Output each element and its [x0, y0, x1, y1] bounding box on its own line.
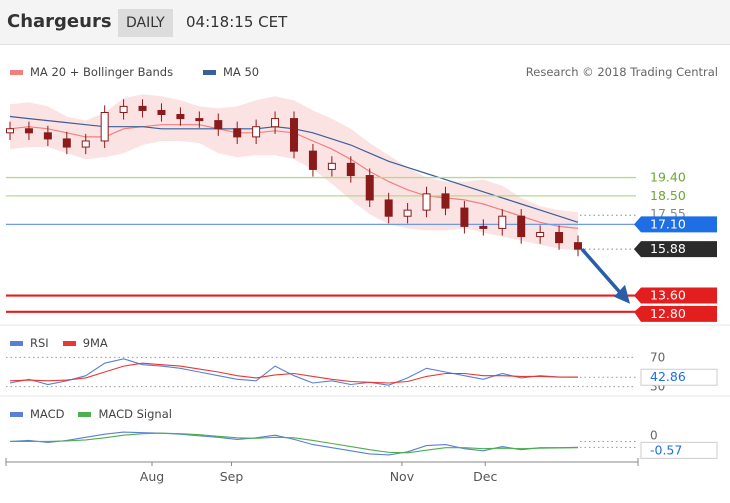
- legend-macd-signal-label: MACD Signal: [98, 407, 172, 421]
- price-candle: [422, 193, 431, 211]
- ma50-swatch: [203, 69, 216, 75]
- bollinger-band-area: [10, 94, 578, 251]
- level-badge-13-60: [634, 287, 717, 304]
- legend-ma20: MA 20 + Bollinger Bands: [10, 65, 173, 79]
- period-selector[interactable]: DAILY: [118, 9, 173, 37]
- macd-last-badge: [640, 441, 718, 459]
- level-badge-17-10: [634, 216, 717, 233]
- rsi-ma-line: [9, 362, 578, 384]
- chart-header: Chargeurs DAILY 04:18:15 CET: [0, 0, 730, 45]
- rsi-last-badge: [640, 368, 718, 386]
- price-candle: [498, 215, 507, 229]
- price-candle: [403, 209, 412, 217]
- price-candle: [81, 140, 90, 148]
- x-tick-label-sep: Sep: [220, 469, 244, 484]
- legend-ma20-label: MA 20 + Bollinger Bands: [30, 65, 174, 79]
- legend-ma50-label: MA 50: [223, 65, 260, 79]
- price-candle: [441, 193, 450, 209]
- instrument-title: Chargeurs: [7, 11, 112, 32]
- macd-last-label: -0.57: [650, 442, 682, 457]
- macd-swatch: [10, 411, 23, 417]
- price-candle: [214, 120, 223, 130]
- rsi-swatch: [10, 340, 23, 346]
- macd-ref-label: 0: [650, 428, 658, 442]
- price-candle: [384, 199, 393, 217]
- rsi-ref-label-70: 70: [650, 350, 665, 364]
- x-tick-label-aug: Aug: [140, 469, 164, 484]
- price-candle: [346, 162, 355, 177]
- legend-rsi-label: RSI: [30, 336, 49, 350]
- price-candle: [365, 175, 374, 201]
- price-candle: [574, 242, 582, 250]
- level-badge-12-80: [634, 305, 717, 322]
- level-label-12-80: 12.80: [650, 306, 686, 321]
- macd-signal-swatch: [78, 411, 92, 417]
- price-candle: [157, 109, 166, 116]
- price-candle: [536, 231, 545, 238]
- price-candle: [176, 114, 185, 120]
- price-candle: [24, 128, 33, 134]
- price-candle: [233, 128, 242, 138]
- price-candle: [252, 126, 261, 138]
- price-candle: [517, 215, 526, 238]
- forecast-arrow-head: [614, 284, 630, 304]
- price-candle: [290, 118, 298, 152]
- legend-rsi-ma-label: 9MA: [82, 336, 108, 350]
- level-label-13-60: 13.60: [650, 288, 686, 303]
- price-candle: [308, 150, 317, 170]
- level-badge-15-88: [634, 241, 717, 258]
- price-candle: [460, 207, 469, 227]
- rsi-ma-swatch: [62, 340, 76, 346]
- rsi-last-label: 42.86: [650, 369, 686, 384]
- level-label-15-88: 15.88: [650, 241, 686, 256]
- price-candle: [6, 128, 14, 134]
- research-credit: Research © 2018 Trading Central: [525, 65, 718, 79]
- price-candle: [195, 118, 204, 122]
- ma20-swatch: [10, 69, 23, 75]
- level-label-19-40: 19.40: [650, 170, 686, 185]
- legend-macd-label: MACD: [30, 407, 65, 421]
- price-candle: [271, 118, 280, 128]
- forecast-arrow-shaft: [580, 248, 624, 296]
- price-candle: [479, 225, 488, 229]
- price-candle: [62, 138, 71, 148]
- price-candle: [555, 231, 564, 244]
- legend-macd: MACD MACD Signal: [10, 407, 172, 421]
- level-label-17-10: 17.10: [650, 216, 686, 231]
- legend-ma50: MA 50: [203, 65, 259, 79]
- macd-signal-line: [10, 432, 579, 454]
- price-candle: [138, 105, 147, 111]
- macd-line: [9, 431, 579, 456]
- price-candle: [119, 105, 128, 113]
- price-candle: [43, 132, 52, 140]
- level-label-18-50: 18.50: [650, 188, 686, 203]
- rsi-line: [9, 358, 579, 386]
- x-tick-label-dec: Dec: [473, 469, 497, 484]
- price-candle: [100, 111, 109, 142]
- x-tick-label-nov: Nov: [390, 469, 415, 484]
- price-candle: [327, 162, 336, 170]
- clock-label: 04:18:15 CET: [186, 13, 288, 31]
- legend-rsi: RSI 9MA: [10, 336, 108, 350]
